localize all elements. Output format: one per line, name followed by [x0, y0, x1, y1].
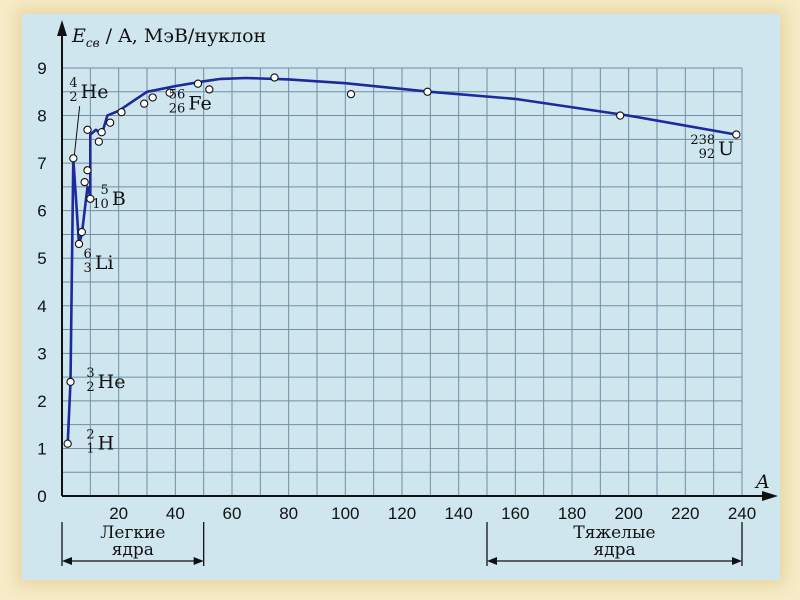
group-label-line1: Легкие	[100, 523, 165, 543]
data-point	[66, 377, 75, 387]
y-label-subscript: св	[86, 36, 100, 50]
nuclide-charge: 3	[84, 261, 92, 276]
y-tick-label: 0	[37, 487, 46, 506]
y-tick-label: 4	[37, 297, 46, 316]
x-tick-label: 20	[109, 504, 128, 523]
x-tick-label: 100	[331, 504, 359, 523]
data-point	[165, 88, 174, 97]
data-point	[94, 137, 103, 146]
y-label-rest: / A, МэВ/нуклон	[100, 25, 267, 47]
data-point	[140, 99, 149, 108]
group-label-line2: ядра	[112, 540, 154, 560]
data-point	[86, 194, 95, 203]
data-point	[732, 130, 741, 139]
group-label-line2: ядра	[593, 540, 635, 560]
grid	[62, 67, 743, 496]
points-layer	[63, 73, 741, 448]
data-point	[83, 125, 92, 134]
nuclide-symbol: H	[98, 433, 115, 455]
group-arrow-right	[193, 557, 204, 565]
data-point	[77, 227, 86, 237]
group-arrow-left	[487, 557, 497, 565]
nuclide-label-b: 510 B	[92, 183, 126, 212]
nuclide-charge: 1	[86, 442, 94, 457]
nuclide-mass: 6	[84, 247, 92, 262]
axes	[57, 20, 778, 501]
x-tick-label: 60	[223, 504, 242, 523]
y-tick-label: 5	[37, 249, 46, 268]
y-tick-label: 7	[37, 154, 46, 173]
nuclide-charge: 2	[69, 90, 77, 105]
x-tick-label: 160	[501, 504, 529, 523]
group-arrow-left	[62, 557, 72, 565]
nuclide-label-he: 32 He	[86, 366, 125, 395]
data-point	[83, 166, 92, 175]
tick-labels: 20 40 60 80 100 120 140 160 180 200 220 24001234567…	[37, 59, 756, 523]
data-point	[346, 90, 356, 99]
x-axis-label: A	[754, 471, 770, 493]
nuclide-label-he: 42 He	[69, 76, 108, 105]
nuclide-charge: 92	[699, 147, 716, 162]
data-point	[270, 73, 279, 82]
x-tick-label: 240	[728, 504, 756, 523]
data-point	[423, 87, 432, 96]
data-point	[117, 108, 126, 117]
nuclide-charge: 26	[169, 102, 186, 117]
x-tick-label: 220	[671, 504, 699, 523]
group-label-line1: Тяжелые	[573, 523, 655, 543]
nuclide-mass: 5	[101, 183, 109, 198]
nuclide-symbol: B	[112, 188, 126, 210]
data-point	[69, 154, 78, 163]
y-tick-label: 8	[37, 107, 46, 126]
nuclide-charge: 2	[86, 380, 94, 395]
nuclide-symbol: U	[718, 138, 734, 160]
he4-leader-line	[73, 105, 81, 156]
data-point	[616, 111, 625, 120]
nuclide-mass: 56	[169, 88, 186, 103]
data-point	[193, 79, 203, 88]
nuclide-label-h: 21 H	[86, 428, 114, 457]
data-point	[63, 439, 72, 448]
x-tick-label: 120	[388, 504, 416, 523]
nuclide-mass: 4	[69, 76, 77, 91]
x-tick-label: 40	[166, 504, 185, 523]
x-tick-label: 140	[444, 504, 472, 523]
chart-panel	[22, 14, 780, 580]
y-label-symbol: E	[71, 25, 86, 47]
data-point	[205, 85, 214, 94]
data-point	[80, 177, 89, 187]
y-axis-label: Eсв / A, МэВ/нуклон	[71, 25, 266, 50]
nuclide-symbol: Li	[95, 252, 114, 274]
nuclide-mass: 3	[86, 366, 94, 381]
nuclide-symbol: Fe	[188, 93, 211, 115]
data-point	[148, 93, 157, 102]
y-tick-label: 9	[37, 59, 46, 78]
nuclide-symbol: He	[81, 81, 109, 103]
data-point	[97, 128, 106, 137]
x-tick-label: 180	[558, 504, 586, 523]
nuclide-label-li: 63 Li	[84, 247, 114, 276]
nuclide-mass: 238	[690, 133, 715, 148]
data-point	[74, 239, 84, 249]
nuclide-symbol: He	[98, 371, 126, 393]
group-arrow-right	[732, 557, 742, 565]
y-tick-label: 6	[37, 202, 46, 221]
x-tick-label: 80	[279, 504, 298, 523]
nuclide-mass: 2	[86, 428, 94, 443]
y-tick-label: 3	[37, 344, 46, 363]
nuclide-charge: 10	[92, 197, 109, 212]
x-tick-label: 200	[614, 504, 642, 523]
y-tick-label: 2	[37, 392, 46, 411]
y-tick-label: 1	[37, 439, 46, 458]
data-point	[106, 118, 115, 127]
